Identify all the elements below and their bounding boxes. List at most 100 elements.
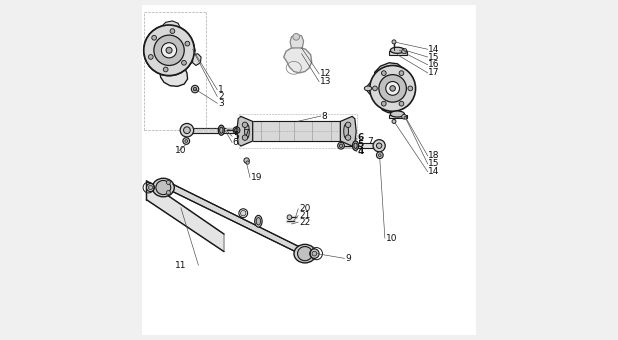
Circle shape [184,127,190,134]
Text: 4: 4 [358,147,364,156]
Text: 4: 4 [233,126,239,135]
Circle shape [381,71,386,75]
Text: 7: 7 [243,129,248,138]
Circle shape [170,29,175,33]
Circle shape [244,158,249,163]
Polygon shape [290,34,303,48]
Circle shape [337,142,344,149]
Circle shape [404,116,407,119]
Text: 21: 21 [299,211,310,220]
Circle shape [185,41,190,46]
Text: 13: 13 [320,77,331,86]
Circle shape [166,191,171,194]
Text: 6: 6 [358,134,364,142]
Text: 16: 16 [428,60,440,69]
Circle shape [148,55,153,59]
Polygon shape [153,31,195,86]
Circle shape [144,25,194,75]
Text: 6: 6 [233,138,239,147]
FancyBboxPatch shape [142,5,476,335]
Circle shape [379,75,407,102]
Circle shape [376,143,382,149]
Ellipse shape [391,47,404,53]
Circle shape [182,61,187,65]
Ellipse shape [256,218,261,225]
Circle shape [148,186,153,190]
Circle shape [312,251,317,256]
Polygon shape [193,54,201,66]
Text: 8: 8 [321,112,327,121]
Circle shape [192,85,199,93]
Ellipse shape [245,124,249,139]
Ellipse shape [255,215,262,227]
Text: 9: 9 [345,254,351,263]
Text: 10: 10 [386,234,397,243]
Circle shape [339,144,343,148]
Ellipse shape [342,120,350,142]
Circle shape [345,135,351,140]
Circle shape [235,129,238,132]
Circle shape [166,47,172,53]
Text: 5: 5 [233,132,239,141]
Circle shape [152,35,156,40]
Polygon shape [237,116,253,146]
Circle shape [242,122,248,128]
Circle shape [185,41,190,46]
Circle shape [161,43,177,58]
Circle shape [370,66,415,111]
Circle shape [310,249,319,258]
Text: 10: 10 [175,146,186,155]
Circle shape [183,138,190,144]
Circle shape [148,55,153,59]
Ellipse shape [391,111,404,117]
Circle shape [144,25,194,75]
Polygon shape [341,116,356,146]
Text: 7: 7 [368,137,373,146]
Circle shape [166,181,171,185]
Text: 20: 20 [299,204,310,213]
Circle shape [163,67,168,72]
Circle shape [293,33,300,40]
Polygon shape [389,51,407,55]
Circle shape [185,140,188,142]
Circle shape [170,29,175,33]
Ellipse shape [219,127,223,133]
Circle shape [166,47,172,53]
Polygon shape [173,184,302,255]
Circle shape [392,40,396,44]
Text: 17: 17 [428,68,440,78]
Circle shape [240,210,246,216]
Circle shape [399,71,404,75]
Circle shape [404,49,407,51]
Circle shape [390,86,396,91]
Polygon shape [374,63,410,113]
Ellipse shape [218,125,224,135]
Text: 1: 1 [218,85,224,94]
Circle shape [161,43,177,58]
Circle shape [152,35,156,40]
Circle shape [182,61,187,65]
Text: 11: 11 [175,260,187,270]
Circle shape [408,86,413,91]
Circle shape [392,119,396,123]
Text: 15: 15 [428,53,440,62]
Text: 2: 2 [218,92,224,101]
Text: 15: 15 [428,159,440,168]
Circle shape [378,154,381,156]
Ellipse shape [243,120,251,142]
Polygon shape [146,181,224,252]
Circle shape [386,82,399,95]
Text: 14: 14 [428,45,440,54]
Circle shape [402,49,407,54]
Ellipse shape [294,244,316,263]
Circle shape [233,127,240,134]
Text: 12: 12 [320,69,331,79]
Circle shape [373,140,385,152]
Circle shape [242,135,248,140]
Circle shape [376,152,383,158]
Circle shape [345,122,351,128]
Circle shape [180,123,193,137]
Polygon shape [389,115,407,118]
Text: 14: 14 [428,167,440,176]
Circle shape [163,67,168,72]
